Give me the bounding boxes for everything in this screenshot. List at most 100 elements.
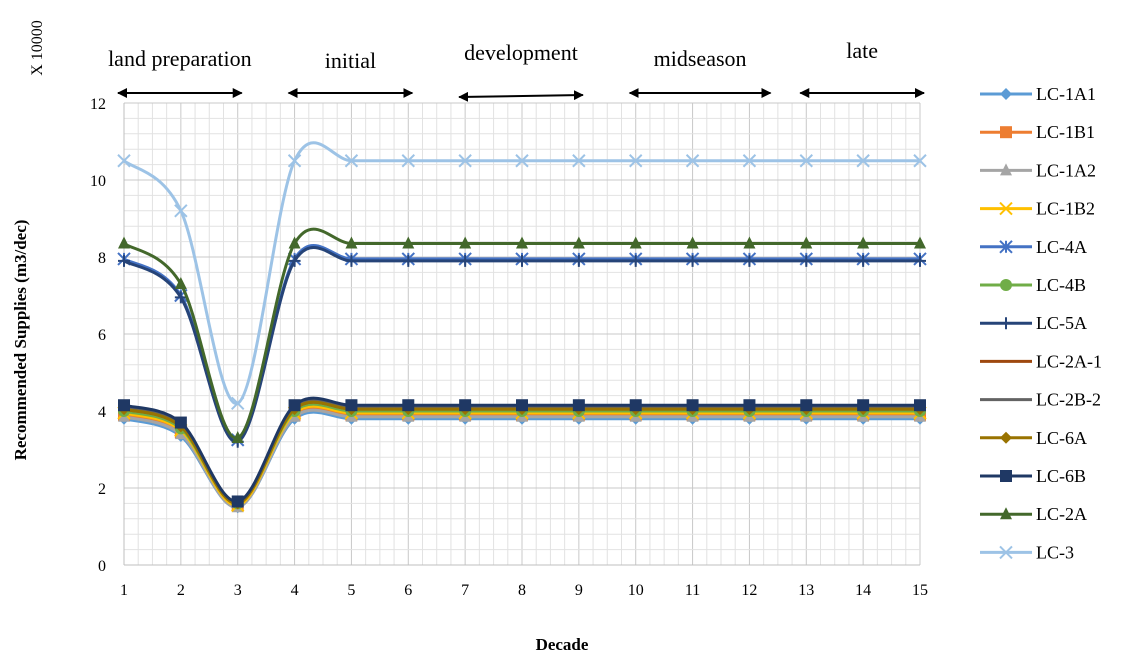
legend-label: LC-1A1 — [1036, 84, 1096, 104]
data-point — [174, 291, 187, 304]
data-point — [118, 254, 130, 267]
legend-label: LC-1B2 — [1036, 199, 1095, 219]
x-tick-label: 11 — [685, 582, 700, 599]
data-point — [999, 201, 1013, 216]
legend-label: LC-1B1 — [1036, 122, 1095, 142]
data-point — [999, 240, 1013, 254]
stage-arrow — [458, 90, 584, 102]
x-tick-label: 3 — [234, 582, 242, 599]
y-tick-label: 0 — [98, 558, 106, 575]
data-point — [629, 254, 642, 267]
stage-label: late — [846, 38, 878, 63]
data-point — [1000, 163, 1012, 176]
data-point — [174, 276, 187, 289]
stage-label: midseason — [654, 46, 747, 71]
x-tick-label: 5 — [347, 582, 355, 599]
data-point — [743, 399, 756, 412]
legend: LC-1A1 LC-1B1 LC-1A2 LC-1B2 LC-4A LC-4B LC-5A L… — [980, 84, 1102, 562]
legend-item: LC-2A — [980, 504, 1087, 524]
legend-label: LC-4A — [1036, 237, 1087, 257]
series-group — [117, 141, 927, 514]
stage-label: development — [464, 40, 578, 65]
data-point — [402, 236, 415, 249]
y-tick-label: 12 — [90, 96, 106, 113]
data-point — [345, 254, 358, 267]
legend-label: LC-3 — [1036, 542, 1074, 562]
data-point — [231, 396, 245, 411]
x-tick-label: 8 — [518, 582, 526, 599]
data-point — [516, 236, 528, 249]
x-tick-label: 9 — [575, 582, 583, 599]
data-point — [1000, 470, 1012, 482]
data-point — [629, 399, 642, 412]
legend-label: LC-5A — [1036, 313, 1087, 333]
data-point — [572, 154, 586, 168]
data-point — [800, 254, 813, 267]
data-point — [287, 154, 302, 168]
data-point — [401, 154, 415, 168]
data-point — [402, 399, 415, 412]
legend-label: LC-6A — [1036, 428, 1087, 448]
grid — [123, 102, 921, 566]
x-tick-label: 10 — [628, 582, 644, 599]
stage-label: initial — [325, 48, 376, 73]
data-point — [1000, 279, 1012, 291]
data-point — [231, 430, 244, 443]
legend-label: LC-2A — [1036, 504, 1087, 524]
data-point — [515, 154, 529, 168]
data-point — [857, 399, 870, 412]
y-axis-label: Recommended Supplies (m3/dec) — [11, 220, 30, 461]
x-tick-label: 6 — [404, 582, 412, 599]
x-tick-label: 1 — [120, 582, 128, 599]
data-point — [629, 154, 643, 168]
data-point — [288, 399, 301, 412]
stage-label: land preparation — [108, 46, 252, 71]
data-point — [743, 254, 756, 267]
data-point — [345, 236, 358, 249]
data-point — [799, 154, 813, 168]
legend-item: LC-1A1 — [980, 84, 1096, 104]
data-point — [857, 236, 870, 249]
data-point — [857, 254, 870, 267]
data-point — [344, 154, 359, 168]
data-point — [856, 154, 870, 168]
legend-item: LC-4B — [980, 275, 1086, 295]
y-tick-label: 10 — [90, 173, 106, 190]
legend-label: LC-4B — [1036, 275, 1086, 295]
legend-item: LC-1B1 — [980, 122, 1095, 142]
data-point — [800, 236, 813, 249]
legend-item: LC-1A2 — [980, 160, 1096, 180]
data-point — [572, 236, 585, 249]
data-point — [459, 236, 472, 249]
data-point — [1000, 88, 1012, 100]
legend-label: LC-2B-2 — [1036, 390, 1101, 410]
data-point — [686, 236, 699, 249]
data-point — [458, 154, 472, 168]
legend-item: LC-6B — [980, 466, 1086, 486]
data-point — [1000, 126, 1012, 139]
x-tick-label: 4 — [291, 582, 299, 599]
legend-item: LC-2B-2 — [980, 390, 1101, 410]
data-point — [118, 399, 130, 412]
data-point — [402, 254, 415, 267]
data-point — [686, 254, 699, 267]
legend-item: LC-3 — [980, 542, 1074, 562]
data-point — [914, 254, 926, 267]
data-point — [174, 204, 188, 218]
series-lc-6b — [118, 396, 926, 508]
data-point — [743, 236, 756, 249]
data-point — [999, 545, 1013, 560]
data-point — [459, 399, 472, 412]
series-lc-3 — [117, 141, 927, 411]
x-tick-label: 12 — [741, 582, 757, 599]
data-point — [288, 254, 301, 267]
data-point — [685, 154, 700, 168]
y-tick-label: 4 — [98, 404, 106, 421]
y-tick-label: 2 — [98, 481, 106, 498]
y-axis-multiplier: X 10000 — [29, 20, 46, 76]
legend-item: LC-1B2 — [980, 199, 1095, 219]
growth-stages: land preparation initial development midsea… — [108, 38, 925, 102]
data-point — [800, 399, 813, 412]
data-point — [1000, 431, 1012, 444]
